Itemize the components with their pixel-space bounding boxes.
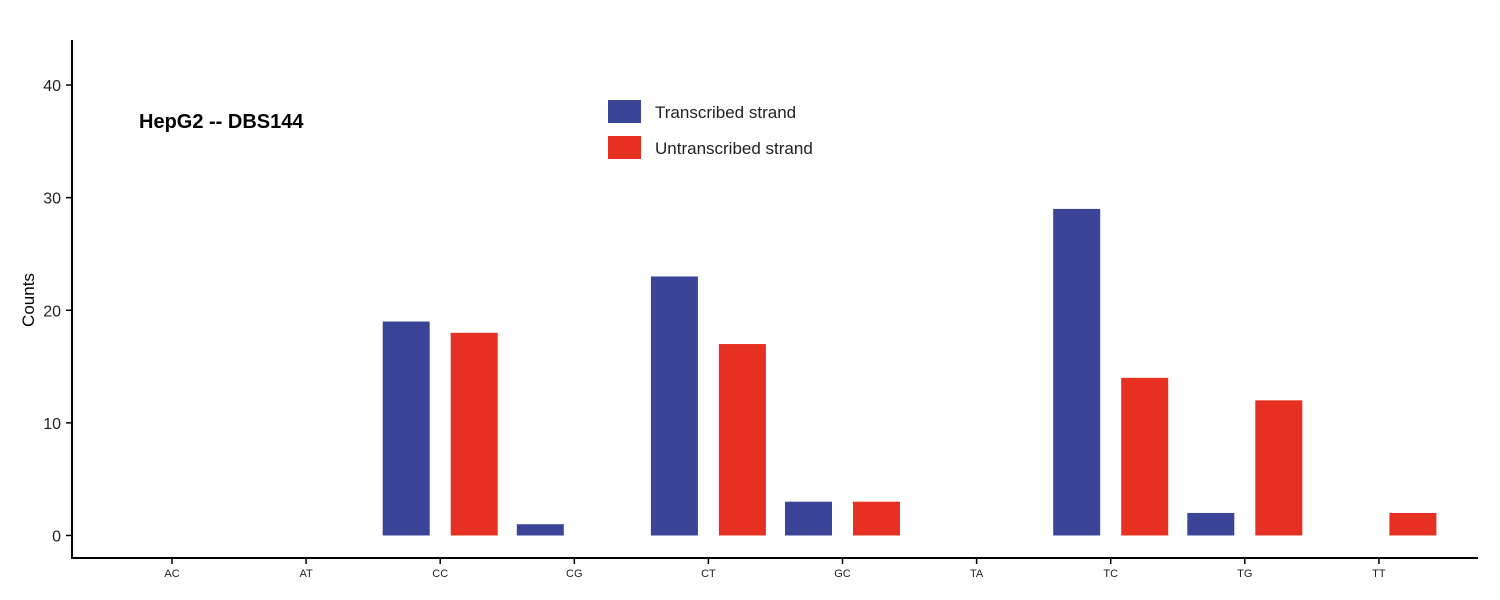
bar-transcribed-tc — [1053, 208, 1101, 536]
x-tick-label-cc: CC — [432, 568, 448, 580]
y-tick-label: 20 — [43, 303, 61, 320]
legend-label-transcribed: Transcribed strand — [655, 103, 796, 122]
bar-untranscribed-ct — [718, 344, 766, 536]
bar-untranscribed-cc — [450, 332, 498, 536]
bar-transcribed-tg — [1187, 512, 1235, 536]
x-tick-label-at: AT — [299, 568, 313, 580]
legend-label-untranscribed: Untranscribed strand — [655, 139, 813, 158]
bars — [382, 208, 1437, 536]
x-tick-label-cg: CG — [566, 568, 583, 580]
y-axis-label: Counts — [19, 273, 38, 327]
x-tick-label-tt: TT — [1372, 568, 1386, 580]
y-tick-label: 40 — [43, 78, 61, 95]
legend: Transcribed strand Untranscribed strand — [608, 100, 813, 159]
bar-untranscribed-gc — [853, 501, 900, 536]
y-tick-label: 0 — [52, 528, 61, 545]
bar-transcribed-cc — [382, 321, 430, 536]
x-tick-label-tc: TC — [1103, 568, 1118, 580]
bar-transcribed-gc — [785, 501, 832, 536]
legend-swatch-untranscribed — [608, 136, 641, 159]
bar-transcribed-ct — [650, 276, 698, 536]
bar-untranscribed-tt — [1389, 512, 1437, 536]
y-tick-label: 10 — [43, 416, 61, 433]
x-tick-label-ct: CT — [701, 568, 716, 580]
chart-title: HepG2 -- DBS144 — [139, 111, 304, 133]
bar-untranscribed-tg — [1255, 400, 1303, 536]
y-axis-ticks: 0 10 20 30 40 — [43, 78, 72, 545]
x-tick-label-tg: TG — [1237, 568, 1252, 580]
x-tick-label-ac: AC — [164, 568, 179, 580]
y-tick-label: 30 — [43, 191, 61, 208]
x-tick-label-ta: TA — [970, 568, 984, 580]
bar-transcribed-cg — [516, 524, 564, 536]
x-axis-ticks: AC AT CC CG CT GC TA TC TG TT — [164, 558, 1386, 580]
x-tick-label-gc: GC — [834, 568, 851, 580]
legend-swatch-transcribed — [608, 100, 641, 123]
bar-untranscribed-tc — [1121, 377, 1169, 536]
